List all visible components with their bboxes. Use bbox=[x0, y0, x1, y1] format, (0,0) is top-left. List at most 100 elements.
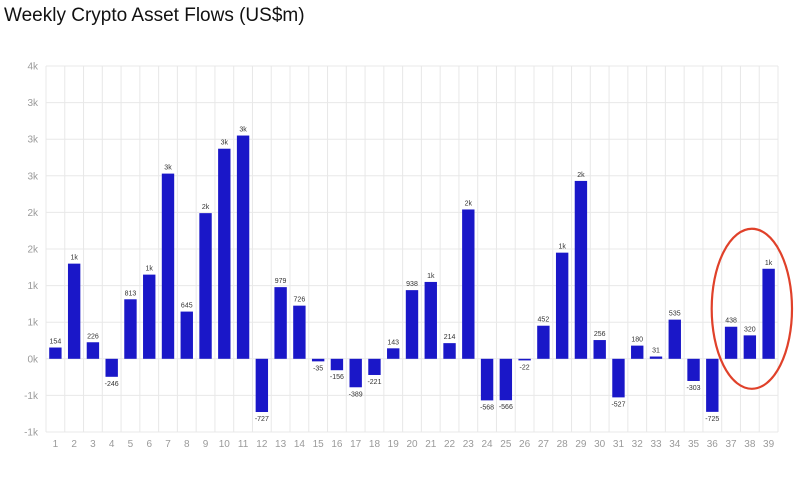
highlight-ellipse bbox=[710, 227, 794, 390]
bar-week-1 bbox=[49, 347, 62, 359]
data-label: 320 bbox=[744, 326, 756, 333]
x-tick-label: 38 bbox=[744, 439, 756, 450]
x-tick-label: 12 bbox=[256, 439, 268, 450]
bar-week-31 bbox=[612, 358, 625, 398]
bar-week-32 bbox=[631, 345, 644, 359]
data-label: 645 bbox=[181, 303, 193, 310]
bar-week-37 bbox=[724, 326, 738, 359]
bar-week-22 bbox=[443, 343, 456, 359]
bar-week-10 bbox=[218, 148, 231, 359]
x-tick-label: 26 bbox=[519, 439, 531, 450]
x-tick-label: 39 bbox=[763, 439, 775, 450]
data-label: 813 bbox=[125, 290, 137, 297]
bar-week-30 bbox=[593, 340, 606, 359]
y-tick-label: -1k bbox=[24, 428, 39, 439]
y-tick-label: 1k bbox=[27, 318, 39, 329]
x-tick-label: 24 bbox=[482, 439, 494, 450]
data-label: 2k bbox=[202, 204, 210, 211]
data-label: -727 bbox=[255, 416, 269, 423]
x-tick-label: 36 bbox=[707, 439, 719, 450]
data-label: 180 bbox=[631, 337, 643, 344]
data-label: 1k bbox=[146, 266, 154, 273]
y-axis-ticks: -1k -1k 0k 1k 1k 2k 2k 3k 3k 3k 4k bbox=[24, 62, 39, 439]
bar-week-15 bbox=[311, 358, 325, 362]
x-tick-label: 29 bbox=[575, 439, 587, 450]
bar-week-18 bbox=[368, 358, 381, 375]
y-tick-label: 3k bbox=[27, 171, 39, 182]
y-tick-label: 2k bbox=[27, 208, 39, 219]
x-tick-label: 28 bbox=[557, 439, 569, 450]
data-label: 1k bbox=[765, 260, 773, 267]
x-axis-ticks: 1 2 3 4 5 6 7 8 9 10 11 12 13 14 15 16 17 18 19 20 21 22 23 24 2… bbox=[53, 439, 775, 450]
x-tick-label: 18 bbox=[369, 439, 381, 450]
bar-week-12 bbox=[255, 358, 269, 413]
data-label: 452 bbox=[538, 317, 550, 324]
bar-week-3 bbox=[86, 342, 100, 359]
bars bbox=[49, 135, 775, 413]
x-tick-label: 11 bbox=[238, 439, 249, 450]
x-tick-label: 15 bbox=[313, 439, 325, 450]
x-tick-label: 27 bbox=[538, 439, 550, 450]
data-label: -22 bbox=[520, 364, 530, 371]
bar-week-21 bbox=[424, 281, 437, 359]
x-tick-label: 35 bbox=[688, 439, 700, 450]
data-label: -568 bbox=[480, 404, 494, 411]
bar-week-23 bbox=[462, 209, 475, 359]
bar-week-17 bbox=[349, 358, 362, 388]
bar-week-28 bbox=[555, 252, 569, 359]
x-tick-label: 23 bbox=[463, 439, 475, 450]
x-tick-label: 2 bbox=[71, 439, 77, 450]
bar-week-7 bbox=[161, 173, 175, 359]
bar-week-8 bbox=[180, 311, 193, 359]
x-tick-label: 7 bbox=[165, 439, 171, 450]
data-label: 535 bbox=[669, 311, 681, 318]
bar-week-27 bbox=[537, 325, 550, 359]
x-tick-label: 21 bbox=[425, 439, 437, 450]
bar-week-35 bbox=[687, 358, 700, 381]
bar-week-5 bbox=[124, 299, 137, 359]
y-tick-label: 4k bbox=[27, 62, 39, 73]
x-tick-label: 34 bbox=[669, 439, 681, 450]
data-label: 256 bbox=[594, 331, 606, 338]
data-label: 1k bbox=[70, 255, 78, 262]
x-tick-label: 17 bbox=[350, 439, 362, 450]
x-tick-label: 31 bbox=[613, 439, 625, 450]
data-label: 143 bbox=[387, 339, 399, 346]
data-label: 938 bbox=[406, 281, 418, 288]
bar-week-19 bbox=[387, 348, 400, 359]
x-tick-label: 25 bbox=[500, 439, 512, 450]
bar-week-38 bbox=[743, 335, 757, 359]
data-label: -35 bbox=[313, 365, 323, 372]
y-tick-label: 0k bbox=[27, 354, 39, 365]
data-label: -725 bbox=[705, 416, 719, 423]
bar-week-33 bbox=[649, 356, 663, 359]
x-tick-label: 9 bbox=[203, 439, 209, 450]
data-label: 154 bbox=[50, 339, 62, 346]
data-label: 1k bbox=[558, 244, 566, 251]
data-label: 726 bbox=[294, 297, 306, 304]
bar-week-13 bbox=[274, 287, 287, 359]
x-tick-label: 22 bbox=[444, 439, 456, 450]
data-label: 3k bbox=[239, 127, 247, 134]
y-tick-label: 3k bbox=[27, 135, 39, 146]
bar-week-6 bbox=[143, 274, 156, 359]
data-label: -389 bbox=[349, 391, 363, 398]
bar-week-16 bbox=[330, 358, 344, 371]
x-tick-label: 16 bbox=[331, 439, 343, 450]
x-tick-label: 13 bbox=[275, 439, 287, 450]
x-tick-label: 3 bbox=[90, 439, 96, 450]
bar-week-34 bbox=[668, 319, 681, 359]
x-tick-label: 30 bbox=[594, 439, 606, 450]
data-label: 1k bbox=[427, 273, 435, 280]
bar-week-24 bbox=[480, 358, 494, 401]
bar-week-39 bbox=[762, 268, 775, 359]
x-tick-label: 33 bbox=[650, 439, 662, 450]
bar-week-36 bbox=[706, 358, 719, 412]
bar-week-26 bbox=[518, 358, 531, 361]
data-label: 226 bbox=[87, 333, 99, 340]
data-label: 3k bbox=[164, 165, 172, 172]
data-labels: 154 1k 226 -246 813 1k 3k 645 2k 3k 3k -727 979 726 -3… bbox=[50, 127, 773, 423]
x-tick-label: 4 bbox=[109, 439, 115, 450]
data-label: 214 bbox=[444, 334, 456, 341]
bar-week-29 bbox=[574, 180, 588, 359]
